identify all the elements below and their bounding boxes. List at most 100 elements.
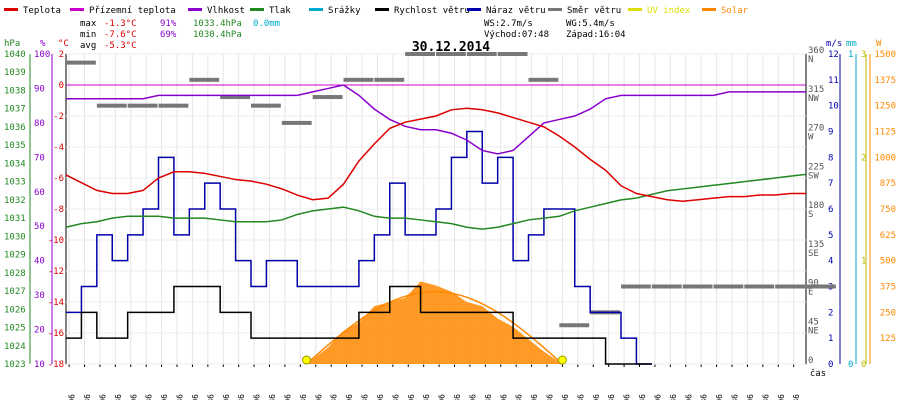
chart-title: 30.12.2014 xyxy=(412,40,490,55)
wind-dir-tick-label: 90 xyxy=(808,279,819,289)
stats-min-humidity: 69% xyxy=(160,30,177,40)
wind-speed-tick-label: 4 xyxy=(828,257,833,267)
x-tick-label: 20:06 xyxy=(684,394,693,400)
solar-tick-label: 375 xyxy=(880,283,896,293)
pressure-tick-label: 1036 xyxy=(4,123,26,133)
temperature-tick-label: -12 xyxy=(48,267,64,277)
legend-swatch-tlak xyxy=(250,8,264,11)
x-tick-label: 06:36 xyxy=(268,394,277,400)
wind-dir-compass-label: NW xyxy=(808,94,819,104)
x-tick-label: 03:06 xyxy=(160,394,169,400)
x-tick-label: 20:36 xyxy=(700,394,709,400)
wind-dir-compass-label: N xyxy=(808,55,813,65)
pressure-tick-label: 1031 xyxy=(4,214,26,224)
wind-direction-mark xyxy=(66,60,96,65)
humidity-unit: % xyxy=(40,39,46,49)
wind-direction-mark xyxy=(281,120,312,125)
solar-area xyxy=(306,281,563,364)
temperature-tick-label: -2 xyxy=(53,112,64,122)
legend-label-srazky: Srážky xyxy=(328,6,361,16)
solar-tick-label: 750 xyxy=(880,205,896,215)
solar-tick-label: 125 xyxy=(880,334,896,344)
pressure-tick-label: 1039 xyxy=(4,68,26,78)
solar-tick-label: 1250 xyxy=(874,102,896,112)
stats-sunrise: Východ:07:48 xyxy=(484,30,549,40)
uv-tick-label: 3 xyxy=(861,50,866,60)
wind-speed-unit: m/s xyxy=(826,39,842,49)
x-tick-label: 11:36 xyxy=(422,394,431,400)
pressure-tick-label: 1034 xyxy=(4,159,26,169)
series-humidity-line xyxy=(66,84,806,155)
x-tick-label: 07:36 xyxy=(299,394,308,400)
x-tick-label: 14:06 xyxy=(499,394,508,400)
pressure-tick-label: 1038 xyxy=(4,86,26,96)
pressure-tick-label: 1033 xyxy=(4,178,26,188)
solar-tick-label: 625 xyxy=(880,231,896,241)
uv-tick-label: 0 xyxy=(861,360,866,370)
sunset-marker xyxy=(557,355,567,365)
legend-swatch-uv xyxy=(628,8,642,11)
pressure-tick-label: 1025 xyxy=(4,324,26,334)
stats-max-rain: 0.0mm xyxy=(253,19,280,29)
temperature-tick-label: 2 xyxy=(59,50,64,60)
wind-direction-mark xyxy=(374,77,405,82)
legend-label-solar: Solar xyxy=(721,6,749,16)
humidity-tick-label: 30 xyxy=(34,291,45,301)
humidity-tick-label: 60 xyxy=(34,188,45,198)
wind-direction-mark xyxy=(189,77,220,82)
x-tick-label: 03:36 xyxy=(176,394,185,400)
temperature-tick-label: -18 xyxy=(48,360,64,370)
solar-tick-label: 1500 xyxy=(874,50,896,60)
legend-label-pocitova: Přízemní teplota xyxy=(89,6,176,16)
legend-label-teplota: Teplota xyxy=(23,6,61,16)
temperature-tick-label: -16 xyxy=(48,329,64,339)
humidity-tick-label: 80 xyxy=(34,119,45,129)
pressure-tick-label: 1037 xyxy=(4,105,26,115)
stats-panel: max -1.3°C 91% 1033.4hPa 0.0mm min -7.6°… xyxy=(80,19,626,51)
x-tick-label: 10:36 xyxy=(391,394,400,400)
wind-direction-mark xyxy=(713,284,744,289)
pressure-tick-label: 1035 xyxy=(4,141,26,151)
wind-dir-compass-label: SW xyxy=(808,171,819,181)
legend-label-naraz: Náraz větru xyxy=(486,6,546,16)
x-tick-label: 06:06 xyxy=(253,394,262,400)
wind-speed-tick-label: 12 xyxy=(828,50,839,60)
x-tick-label: 23:06 xyxy=(777,394,786,400)
solar-tick-label: 1000 xyxy=(874,153,896,163)
wind-speed-tick-label: 1 xyxy=(828,334,833,344)
wind-speed-tick-label: 10 xyxy=(828,102,839,112)
x-tick-label: 02:36 xyxy=(145,394,154,400)
temperature-tick-label: -6 xyxy=(53,174,64,184)
x-tick-label: 15:36 xyxy=(546,394,555,400)
wind-dir-tick-label: 45 xyxy=(808,317,819,327)
wind-speed-tick-label: 9 xyxy=(828,128,833,138)
wind-direction-mark xyxy=(621,284,651,289)
x-tick-label: 17:06 xyxy=(592,394,601,400)
wind-speed-tick-label: 7 xyxy=(828,179,833,189)
legend-swatch-vlhkost xyxy=(188,8,202,11)
wind-direction-mark xyxy=(528,77,559,82)
x-tick-label: 04:36 xyxy=(206,394,215,400)
stats-sunset: Západ:16:04 xyxy=(566,30,626,40)
wind-dir-tick-label: 270 xyxy=(808,124,824,134)
legend-label-rychlost: Rychlost větru xyxy=(394,6,470,16)
wind-direction-mark xyxy=(806,284,836,289)
x-tick-label: 02:06 xyxy=(129,394,138,400)
rain-unit: mm xyxy=(846,39,857,49)
wind-dir-compass-label: E xyxy=(808,288,813,298)
solar-tick-label: 1375 xyxy=(874,76,896,86)
x-tick-label: 22:06 xyxy=(746,394,755,400)
x-tick-label: 17:36 xyxy=(607,394,616,400)
humidity-tick-label: 90 xyxy=(34,84,45,94)
stats-max-pressure: 1033.4hPa xyxy=(193,19,242,29)
temperature-tick-label: 0 xyxy=(59,81,64,91)
wind-direction-mark xyxy=(251,103,281,108)
plot-area xyxy=(65,52,836,365)
legend-swatch-pocitova xyxy=(70,8,84,11)
x-tick-label: 04:06 xyxy=(191,394,200,400)
x-tick-label: 05:06 xyxy=(222,394,231,400)
rain-tick-label: 0 xyxy=(848,360,853,370)
legend-swatch-naraz xyxy=(467,8,481,11)
uv-tick-label: 1 xyxy=(861,257,866,267)
